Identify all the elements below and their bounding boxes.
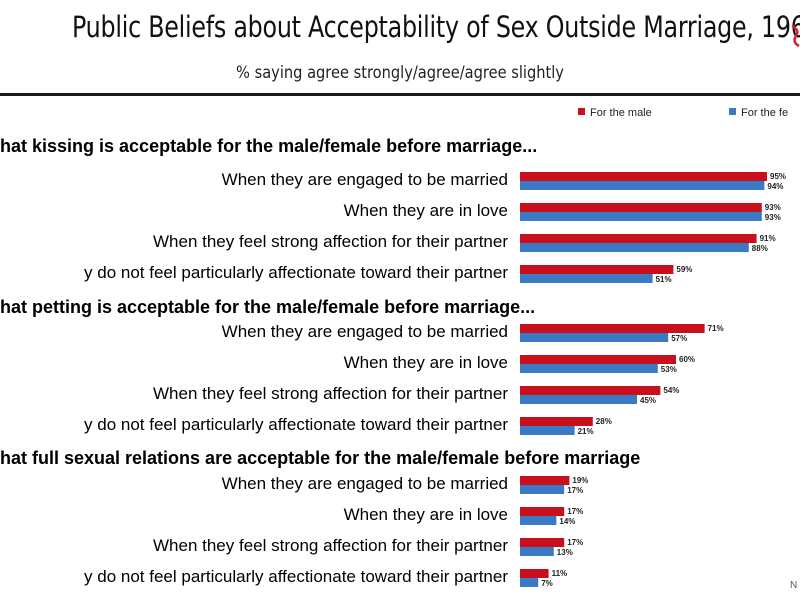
- bar-female: [520, 578, 539, 587]
- value-label-female: 88%: [752, 244, 768, 253]
- section-title: hat kissing is acceptable for the male/f…: [0, 136, 537, 156]
- value-label-male: 93%: [765, 203, 781, 212]
- bar-female: [520, 212, 762, 221]
- row-label: When they feel strong affection for thei…: [153, 384, 508, 403]
- row-label: When they are in love: [344, 505, 508, 524]
- value-label-female: 45%: [640, 396, 656, 405]
- value-label-female: 14%: [559, 517, 575, 526]
- value-label-male: 17%: [567, 538, 583, 547]
- bar-male: [520, 538, 565, 547]
- legend-swatch: [578, 108, 585, 115]
- row-label: When they are in love: [344, 201, 508, 220]
- row-label: When they are engaged to be married: [222, 322, 508, 341]
- chart-subtitle: % saying agree strongly/agree/agree slig…: [236, 63, 564, 83]
- legend-label: For the male: [590, 107, 652, 119]
- value-label-female: 57%: [671, 334, 687, 343]
- header-rule: [0, 93, 800, 96]
- legend-label: For the fe: [741, 107, 788, 119]
- bar-male: [520, 386, 661, 395]
- bar-male: [520, 172, 767, 181]
- row-label: When they are in love: [344, 353, 508, 372]
- value-label-male: 54%: [663, 386, 679, 395]
- bar-female: [520, 181, 765, 190]
- bar-male: [520, 234, 757, 243]
- bar-female: [520, 333, 669, 342]
- section-title: hat full sexual relations are acceptable…: [0, 448, 640, 468]
- value-label-female: 7%: [541, 579, 553, 588]
- bar-male: [520, 355, 676, 364]
- bar-male: [520, 569, 549, 578]
- bar-female: [520, 547, 554, 556]
- legend-swatch: [729, 108, 736, 115]
- bar-female: [520, 485, 565, 494]
- value-label-female: 17%: [567, 486, 583, 495]
- footer-note: N: [790, 580, 798, 591]
- row-label: y do not feel particularly affectionate …: [84, 415, 508, 434]
- chart-title: Public Beliefs about Acceptability of Se…: [72, 10, 800, 44]
- value-label-male: 17%: [567, 507, 583, 516]
- bar-male: [520, 476, 570, 485]
- value-label-male: 59%: [676, 265, 692, 274]
- row-label: When they feel strong affection for thei…: [153, 536, 508, 555]
- value-label-male: 11%: [552, 569, 568, 578]
- value-label-female: 21%: [578, 427, 594, 436]
- bar-male: [520, 324, 705, 333]
- bar-male: [520, 417, 593, 426]
- value-label-male: 19%: [572, 476, 588, 485]
- value-label-male: 28%: [596, 417, 612, 426]
- bar-female: [520, 395, 637, 404]
- value-label-female: 13%: [557, 548, 573, 557]
- section-title: hat petting is acceptable for the male/f…: [0, 297, 535, 317]
- value-label-male: 71%: [708, 324, 724, 333]
- bar-male: [520, 203, 762, 212]
- row-label: When they are engaged to be married: [222, 170, 508, 189]
- row-label: When they feel strong affection for thei…: [153, 232, 508, 251]
- bar-male: [520, 265, 674, 274]
- row-label: y do not feel particularly affectionate …: [84, 263, 508, 282]
- bar-female: [520, 274, 653, 283]
- row-label: y do not feel particularly affectionate …: [84, 567, 508, 586]
- value-label-male: 95%: [770, 172, 786, 181]
- bar-female: [520, 364, 658, 373]
- value-label-female: 53%: [661, 365, 677, 374]
- bar-female: [520, 426, 575, 435]
- chart-area: For the male For the fe hat kissing is acc…: [0, 107, 788, 588]
- value-label-female: 51%: [656, 275, 672, 284]
- brand-mark-icon: [791, 24, 800, 48]
- value-label-male: 91%: [760, 234, 776, 243]
- bar-female: [520, 243, 749, 252]
- value-label-female: 93%: [765, 213, 781, 222]
- row-label: When they are engaged to be married: [222, 474, 508, 493]
- bar-male: [520, 507, 565, 516]
- value-label-male: 60%: [679, 355, 695, 364]
- bar-female: [520, 516, 557, 525]
- value-label-female: 94%: [767, 182, 783, 191]
